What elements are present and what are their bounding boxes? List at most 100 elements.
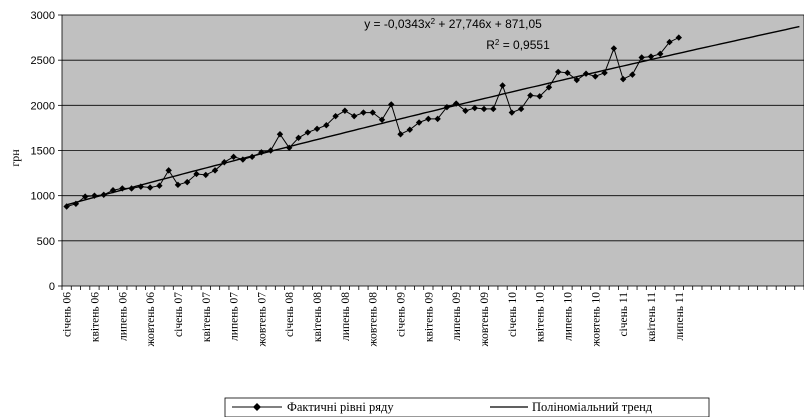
data-point [675, 34, 682, 41]
y-tick-label: 1000 [31, 191, 55, 203]
data-point [582, 70, 590, 77]
data-point [184, 178, 191, 186]
data-point [72, 200, 80, 207]
x-tick-label: січень 10 [507, 292, 519, 337]
data-point [378, 116, 386, 123]
data-point [332, 112, 339, 120]
data-point [100, 191, 107, 198]
y-tick-label: 500 [37, 236, 55, 248]
trend-series [66, 25, 800, 206]
data-point [462, 107, 469, 114]
x-tick-label: квітень 10 [535, 292, 547, 342]
data-point [517, 105, 525, 113]
data-point [425, 115, 432, 123]
data-point [313, 125, 321, 133]
data-point [304, 129, 311, 136]
data-point [666, 38, 673, 46]
data-point [146, 184, 154, 191]
data-point [480, 105, 488, 113]
x-tick-label: квітень 11 [646, 292, 658, 342]
trend-line [66, 25, 800, 206]
data-point [221, 159, 228, 166]
x-tick-label: липень 11 [674, 292, 686, 341]
x-tick-label: квітень 06 [89, 292, 101, 342]
data-point [202, 171, 209, 179]
data-point [286, 144, 293, 151]
data-point [638, 54, 645, 61]
x-tick-label: січень 06 [62, 292, 74, 337]
data-point [128, 185, 135, 192]
data-point [443, 103, 451, 111]
data-point [527, 92, 534, 99]
data-point [610, 45, 618, 52]
data-point [406, 126, 414, 133]
data-point [248, 153, 256, 161]
data-point [499, 82, 506, 89]
data-point [295, 134, 302, 142]
data-point [601, 69, 608, 77]
legend-marker-diamond [253, 403, 261, 411]
x-tick-label: жовтень 06 [145, 292, 157, 348]
data-point [592, 73, 599, 80]
data-point [81, 193, 89, 200]
x-tick-label: жовтень 09 [479, 292, 491, 348]
data-point [545, 84, 553, 91]
legend: Фактичні рівні ряду Поліноміальний тренд [224, 397, 710, 417]
data-point [230, 153, 237, 161]
data-point [508, 109, 516, 116]
data-point [165, 167, 172, 174]
data-point [211, 167, 219, 174]
r-squared: R2 = 0,9551 [486, 38, 550, 53]
x-tick-label: липень 08 [340, 292, 352, 341]
legend-box [224, 397, 710, 417]
data-point [156, 182, 163, 189]
y-tick-label: 1500 [31, 146, 55, 158]
data-point [341, 107, 349, 114]
data-point [471, 104, 478, 112]
x-tick-label: квітень 08 [312, 292, 324, 342]
data-point [109, 187, 117, 194]
data-point [193, 170, 200, 178]
data-point [119, 185, 126, 192]
x-tick-label: січень 07 [173, 292, 185, 337]
data-point [657, 50, 664, 58]
data-point [350, 112, 358, 120]
trend-equation: y = -0,0343x2 + 27,746x + 871,05 [364, 17, 542, 32]
data-point [369, 109, 376, 116]
data-point [397, 131, 404, 138]
data-point [360, 109, 367, 116]
data-point [63, 203, 70, 210]
y-tick-label: 0 [49, 281, 55, 293]
legend-label-actual: Фактичні рівні ряду [287, 400, 394, 414]
x-tick-label: жовтень 07 [256, 292, 268, 348]
data-point [555, 68, 562, 76]
data-point [619, 75, 627, 83]
data-point [239, 156, 247, 163]
data-point [536, 93, 543, 100]
y-tick-label: 3000 [31, 10, 55, 22]
x-tick-label: квітень 07 [201, 292, 213, 342]
data-point [137, 183, 145, 190]
legend-label-trend: Поліноміальний тренд [532, 400, 653, 414]
x-tick-label: квітень 09 [423, 292, 435, 342]
data-point [258, 149, 265, 156]
data-point [564, 69, 571, 77]
data-point [267, 147, 274, 154]
x-tick-label: липень 10 [562, 292, 574, 341]
x-tick-label: липень 07 [229, 292, 241, 341]
y-tick-label: 2500 [31, 55, 55, 67]
data-point [323, 122, 330, 129]
data-point [573, 76, 580, 84]
x-tick-label: жовтень 08 [368, 292, 380, 348]
actual-series [63, 34, 682, 210]
x-tick-label: липень 09 [451, 292, 463, 341]
x-tick-label: січень 09 [396, 292, 408, 337]
data-point [490, 105, 497, 113]
data-point [415, 119, 423, 126]
grid-lines [62, 59, 804, 242]
data-point [452, 100, 460, 107]
x-axis-ticks: січень 06 квітень 06 липень 06 жовтень 06 сі… [61, 286, 804, 348]
data-point [174, 181, 182, 189]
data-point [434, 115, 441, 123]
